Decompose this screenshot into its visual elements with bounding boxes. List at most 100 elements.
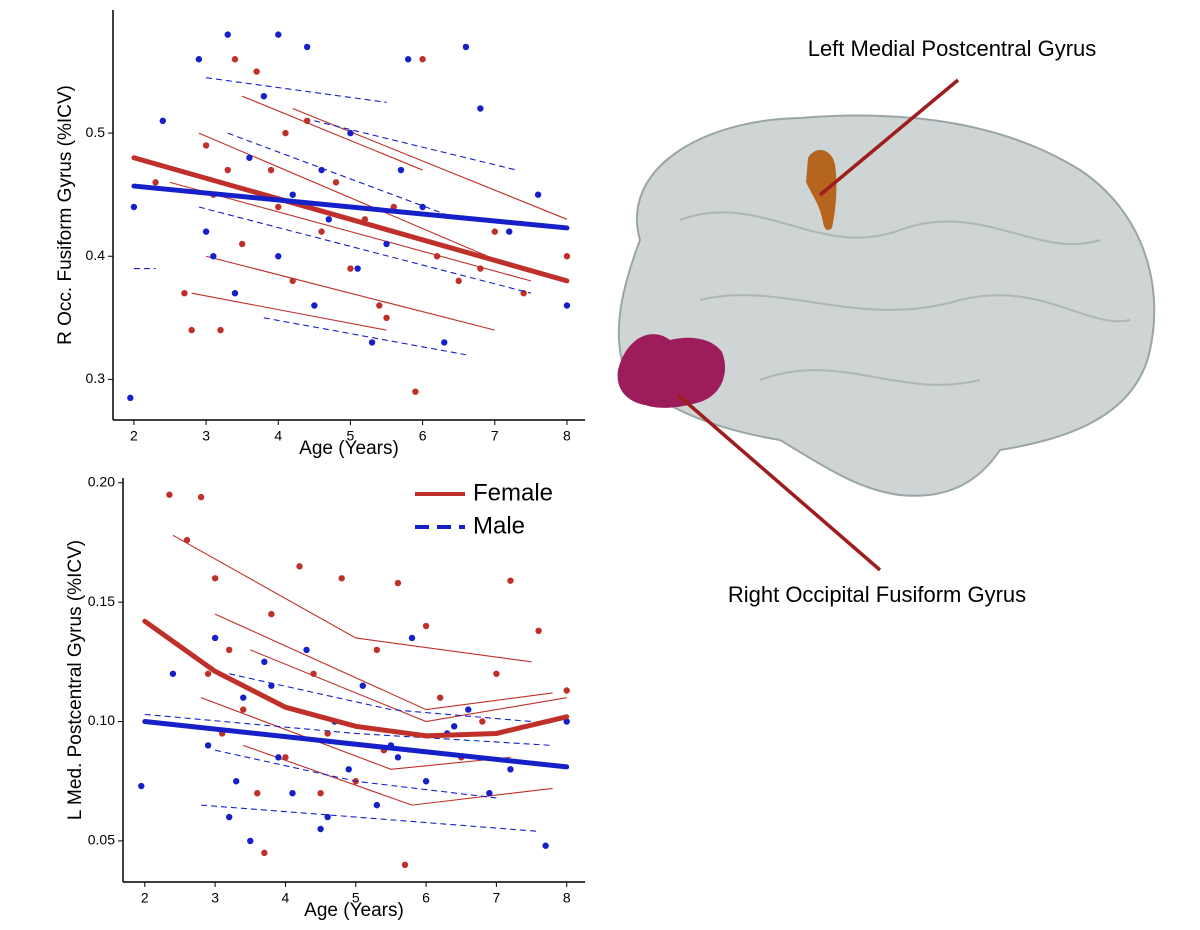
data-point	[436, 694, 444, 701]
data-point	[493, 670, 500, 677]
data-point	[376, 302, 383, 309]
data-point	[491, 228, 498, 235]
data-point	[268, 610, 275, 618]
data-point	[317, 789, 324, 797]
y-tick-label: 0.4	[86, 247, 106, 263]
data-point	[451, 723, 458, 730]
data-point	[507, 766, 514, 773]
trajectory-line	[243, 744, 553, 806]
data-point	[275, 31, 282, 38]
data-point	[324, 730, 331, 737]
data-point	[275, 253, 282, 260]
x-tick-label: 8	[563, 428, 571, 444]
data-point	[202, 142, 210, 149]
trajectory-line	[201, 804, 539, 832]
data-point	[195, 56, 203, 63]
fit-line	[142, 719, 570, 770]
trajectory-line	[241, 95, 423, 171]
data-point	[225, 646, 233, 654]
data-point	[324, 813, 331, 821]
data-point	[477, 105, 484, 112]
data-point	[359, 682, 366, 689]
data-point	[253, 68, 260, 75]
data-point	[394, 579, 402, 587]
y-tick-label: 0.15	[88, 593, 115, 609]
data-point	[383, 314, 390, 322]
trajectory-line	[215, 749, 497, 799]
trajectory-line	[169, 181, 532, 282]
x-axis-label: Age (Years)	[299, 438, 399, 459]
data-point	[217, 326, 224, 334]
data-point	[412, 388, 419, 395]
data-point	[303, 43, 311, 51]
data-point	[507, 577, 514, 584]
data-point	[419, 203, 426, 211]
data-point	[254, 789, 261, 797]
data-point	[563, 253, 571, 260]
annotation: Right Occipital Fusiform Gyrus	[728, 582, 1026, 607]
trajectory-line	[144, 713, 553, 746]
data-point	[535, 627, 542, 635]
trajectory-line	[292, 107, 568, 220]
x-tick-label: 7	[491, 428, 499, 444]
y-axis-label: R Occ. Fusiform Gyrus (%ICV)	[55, 85, 76, 345]
data-point	[408, 634, 416, 642]
data-point	[260, 92, 268, 100]
data-point	[166, 491, 173, 498]
data-point	[404, 56, 412, 63]
x-tick-label: 3	[211, 890, 219, 906]
data-point	[233, 778, 240, 785]
data-point	[368, 339, 376, 346]
brain-illustration: Left Medial Postcentral Gyrus Right Occi…	[617, 36, 1156, 607]
data-point	[441, 339, 448, 346]
x-tick-label: 5	[347, 428, 355, 444]
fit-line	[142, 618, 570, 739]
data-point	[534, 191, 542, 198]
data-point	[127, 394, 134, 402]
data-point	[318, 228, 325, 235]
data-point	[169, 670, 177, 677]
data-point	[419, 56, 426, 63]
data-point	[465, 706, 472, 713]
data-point	[267, 166, 275, 174]
data-point	[159, 117, 166, 125]
data-point	[401, 861, 409, 869]
data-point	[422, 622, 430, 630]
data-point	[197, 493, 205, 501]
annotation: Left Medial Postcentral Gyrus	[808, 36, 1097, 61]
x-tick-label: 6	[422, 890, 430, 906]
fusiform-region	[617, 334, 726, 408]
fit-line	[131, 155, 570, 284]
pointer-line	[818, 78, 960, 197]
data-point	[325, 216, 332, 223]
data-point	[422, 778, 430, 785]
data-point	[224, 166, 231, 174]
data-point	[261, 658, 268, 666]
data-point	[231, 56, 239, 63]
trajectory-line	[205, 255, 495, 331]
brain	[617, 114, 1156, 497]
pointer-line	[676, 393, 882, 572]
data-point	[311, 302, 318, 309]
data-point	[296, 563, 303, 570]
trajectory-line	[198, 132, 488, 257]
x-tick-label: 6	[419, 428, 427, 444]
data-point	[138, 782, 145, 790]
data-point	[211, 575, 219, 582]
legend-label: Female	[473, 479, 553, 506]
data-point	[275, 203, 282, 211]
data-point	[486, 789, 493, 797]
data-point	[563, 687, 570, 694]
x-axis-label: Age (Years)	[304, 900, 404, 921]
trajectory-line	[227, 132, 459, 220]
x-tick-label: 8	[563, 890, 571, 906]
y-tick-label: 0.5	[86, 124, 106, 140]
data-point	[542, 842, 549, 849]
trajectory-line	[229, 673, 532, 723]
x-tick-label: 5	[352, 890, 360, 906]
trajectory-line	[206, 77, 387, 103]
data-point	[455, 277, 462, 285]
data-point	[152, 179, 159, 186]
data-point	[225, 813, 233, 821]
data-point	[282, 129, 289, 137]
